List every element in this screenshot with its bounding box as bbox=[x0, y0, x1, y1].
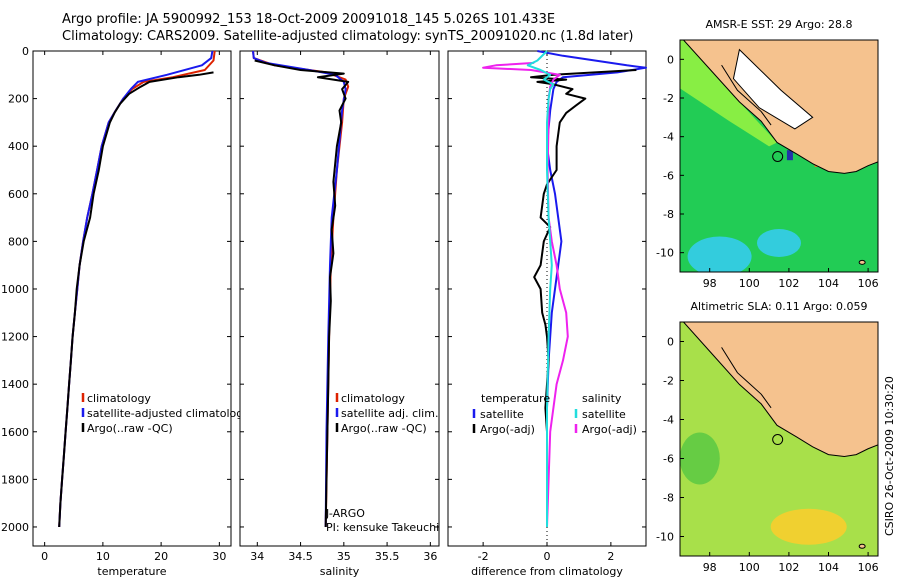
y-tick-label: -6 bbox=[663, 453, 674, 466]
map-title: AMSR-E SST: 29 Argo: 28.8 bbox=[705, 18, 852, 31]
y-tick-label: 400 bbox=[8, 140, 29, 153]
y-tick-label: -8 bbox=[663, 208, 674, 221]
legend-entry: Argo(-adj) bbox=[582, 423, 637, 436]
legend-entry: satellite bbox=[582, 408, 626, 421]
shelf-contour bbox=[721, 347, 772, 409]
plot-title-line2: Climatology: CARS2009. Satellite-adjuste… bbox=[62, 29, 634, 44]
x-tick-label: 2 bbox=[607, 550, 614, 563]
x-tick-label: 0 bbox=[41, 550, 48, 563]
x-tick-label: 102 bbox=[778, 277, 799, 290]
warm-coastal-band bbox=[680, 40, 778, 147]
y-tick-label: 1400 bbox=[1, 378, 29, 391]
plot-frame bbox=[239, 50, 440, 547]
legend-entry: Argo(-adj) bbox=[480, 423, 535, 436]
y-tick-label: -4 bbox=[663, 414, 674, 427]
x-tick-label: 100 bbox=[739, 561, 760, 574]
landmass bbox=[682, 322, 878, 458]
x-tick-label: 35.5 bbox=[375, 550, 400, 563]
legend-entry: climatology bbox=[87, 392, 151, 405]
y-tick-label: 0 bbox=[667, 53, 674, 66]
plot-title-line1: Argo profile: JA 5900992_153 18-Oct-2009… bbox=[62, 12, 556, 27]
y-tick-label: 1600 bbox=[1, 426, 29, 439]
sla-map-panel: Altimetric SLA: 0.11 Argo: 0.059 98 100 102… bbox=[656, 300, 879, 574]
y-tick-label: -10 bbox=[656, 531, 674, 544]
temperature-profile-panel: 0 10 20 30 0 200 400 600 800 1000 1200 1400 1600 1800… bbox=[1, 45, 250, 578]
x-tick-label: 106 bbox=[858, 277, 879, 290]
x-tick-label: 30 bbox=[212, 550, 226, 563]
y-tick-label: -4 bbox=[663, 131, 674, 144]
x-tick-label: 104 bbox=[818, 277, 839, 290]
cool-water-patch bbox=[757, 229, 801, 257]
y-tick-label: -2 bbox=[663, 375, 674, 388]
x-tick-label: 106 bbox=[858, 561, 879, 574]
y-tick-label: -6 bbox=[663, 169, 674, 182]
shelf-contour bbox=[721, 64, 772, 126]
series-black bbox=[254, 59, 350, 528]
annotation-pi: PI: kensuke Takeuchi bbox=[326, 521, 439, 534]
y-tick-label: 2000 bbox=[1, 521, 29, 534]
legend-entry: climatology bbox=[341, 392, 405, 405]
series-black bbox=[58, 71, 214, 528]
x-tick-label: 98 bbox=[703, 277, 717, 290]
argo-position-marker bbox=[772, 151, 784, 163]
x-tick-label: 36 bbox=[423, 550, 437, 563]
anomaly-patch bbox=[786, 150, 793, 161]
argo-position-marker bbox=[772, 434, 784, 446]
x-tick-label: 102 bbox=[778, 561, 799, 574]
x-tick-label: 104 bbox=[818, 561, 839, 574]
legend-entry: Argo(..raw -QC) bbox=[341, 422, 427, 435]
x-axis-label: difference from climatology bbox=[471, 565, 623, 578]
y-tick-label: -8 bbox=[663, 492, 674, 505]
x-axis-label: temperature bbox=[97, 565, 166, 578]
legend-entry: satellite bbox=[480, 408, 524, 421]
x-tick-label: 34.5 bbox=[288, 550, 313, 563]
salinity-profile-panel: 34 34.5 35 35.5 36 salinity climatology satelli… bbox=[239, 50, 440, 578]
x-tick-label: 35 bbox=[337, 550, 351, 563]
y-tick-label: 1000 bbox=[1, 283, 29, 296]
x-tick-label: -2 bbox=[478, 550, 489, 563]
masked-coastal-zone bbox=[732, 48, 814, 130]
map-frame bbox=[679, 321, 879, 557]
island bbox=[858, 259, 866, 265]
x-tick-label: 10 bbox=[96, 550, 110, 563]
y-tick-label: -10 bbox=[656, 247, 674, 260]
x-tick-label: 34 bbox=[250, 550, 264, 563]
high-sla-patch bbox=[770, 508, 847, 545]
plot-frame bbox=[32, 50, 232, 547]
map-title: Altimetric SLA: 0.11 Argo: 0.059 bbox=[690, 300, 867, 313]
map-content bbox=[680, 322, 878, 556]
x-axis-label: salinity bbox=[320, 565, 360, 578]
y-tick-label: 1200 bbox=[1, 331, 29, 344]
y-tick-label: 200 bbox=[8, 93, 29, 106]
sst-map-panel: AMSR-E SST: 29 Argo: 28.8 98 100 102 104 106 0… bbox=[656, 18, 879, 290]
x-tick-label: 100 bbox=[739, 277, 760, 290]
x-tick-label: 20 bbox=[154, 550, 168, 563]
legend-entry: satellite adj. clim. bbox=[341, 407, 438, 420]
legend-header: salinity bbox=[582, 392, 622, 405]
difference-profile-panel: -2 0 2 difference from climatology temperatu… bbox=[447, 50, 647, 578]
low-sla-patch bbox=[680, 432, 720, 485]
y-tick-label: 0 bbox=[22, 45, 29, 58]
series-cyan bbox=[526, 50, 555, 527]
y-tick-label: 600 bbox=[8, 188, 29, 201]
legend-entry: satellite-adjusted climatology bbox=[87, 407, 250, 420]
y-tick-label: 1800 bbox=[1, 473, 29, 486]
y-tick-label: -2 bbox=[663, 92, 674, 105]
y-tick-label: 0 bbox=[667, 336, 674, 349]
legend-entry: Argo(..raw -QC) bbox=[87, 422, 173, 435]
island bbox=[858, 543, 866, 549]
map-frame bbox=[679, 39, 879, 273]
legend-header: temperature bbox=[481, 392, 550, 405]
annotation-float-source: J-ARGO bbox=[325, 507, 365, 520]
map-content bbox=[680, 40, 878, 272]
y-tick-label: 800 bbox=[8, 235, 29, 248]
x-tick-label: 98 bbox=[703, 561, 717, 574]
x-tick-label: 0 bbox=[544, 550, 551, 563]
cool-water-patch bbox=[687, 236, 752, 272]
